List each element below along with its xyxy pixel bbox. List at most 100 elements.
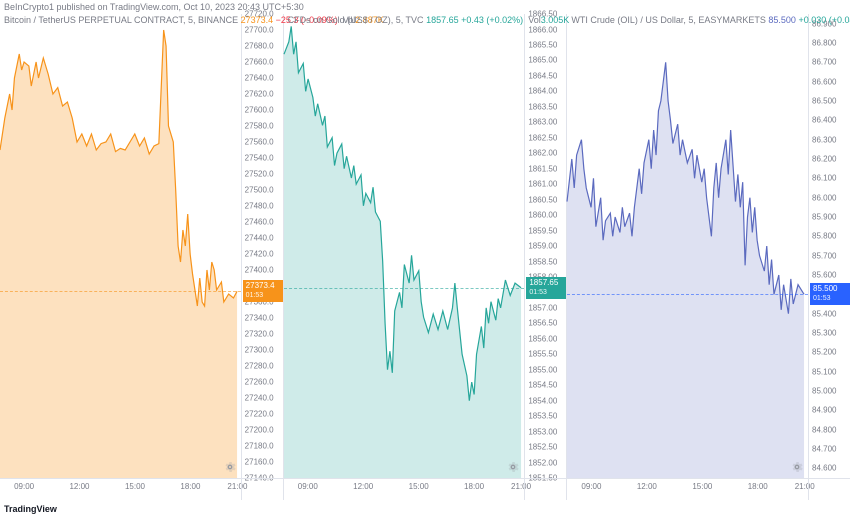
y-tick: 1855.00 — [528, 365, 557, 374]
chart-panel[interactable]: Bitcoin / TetherUS PERPETUAL CONTRACT, 5… — [0, 14, 284, 500]
y-tick: 1853.00 — [528, 427, 557, 436]
y-tick: 1852.00 — [528, 458, 557, 467]
x-tick: 15:00 — [409, 482, 429, 491]
y-tick: 84.800 — [812, 425, 836, 434]
y-tick: 27540.0 — [245, 154, 274, 163]
y-tick: 27400.0 — [245, 266, 274, 275]
y-tick: 1862.50 — [528, 133, 557, 142]
x-axis[interactable]: 09:0012:0015:0018:0021:00 — [284, 478, 525, 500]
y-tick: 85.400 — [812, 309, 836, 318]
y-axis[interactable]: 1851.501852.001852.501853.001853.501854.… — [524, 14, 566, 478]
chart-settings-button[interactable] — [790, 460, 804, 474]
y-tick: 27520.0 — [245, 170, 274, 179]
y-tick: 1863.50 — [528, 102, 557, 111]
x-tick: 09:00 — [581, 482, 601, 491]
y-tick: 27580.0 — [245, 122, 274, 131]
y-axis[interactable]: 84.600 84.700 84.800 84.900 85.000 85.100 85.2… — [808, 14, 850, 478]
y-tick: 1864.50 — [528, 71, 557, 80]
settings-icon[interactable] — [506, 460, 520, 474]
last-price-line — [567, 294, 808, 295]
x-tick: 18:00 — [464, 482, 484, 491]
y-tick: 1859.50 — [528, 226, 557, 235]
y-tick: 86.400 — [812, 116, 836, 125]
chart-area[interactable] — [0, 14, 241, 478]
y-tick: 27280.0 — [245, 362, 274, 371]
x-axis[interactable]: 09:0012:0015:0018:0021:00 — [0, 478, 241, 500]
y-tick: 86.000 — [812, 193, 836, 202]
y-tick: 85.100 — [812, 367, 836, 376]
y-tick: 1861.50 — [528, 164, 557, 173]
x-tick: 09:00 — [14, 482, 34, 491]
chart-settings-button[interactable] — [506, 460, 520, 474]
y-tick: 86.500 — [812, 97, 836, 106]
x-axis[interactable]: 09:0012:0015:0018:0021:00 — [567, 478, 808, 500]
y-tick: 86.100 — [812, 174, 836, 183]
y-tick: 27420.0 — [245, 250, 274, 259]
y-tick: 85.300 — [812, 329, 836, 338]
y-tick: 27200.0 — [245, 426, 274, 435]
y-tick: 27620.0 — [245, 90, 274, 99]
x-tick: 18:00 — [180, 482, 200, 491]
last-price-tag: 1857.6501:53 — [526, 277, 566, 299]
y-tick: 27640.0 — [245, 74, 274, 83]
y-tick: 27180.0 — [245, 442, 274, 451]
y-tick: 1854.50 — [528, 381, 557, 390]
y-tick: 27300.0 — [245, 346, 274, 355]
y-tick: 27240.0 — [245, 394, 274, 403]
x-tick: 15:00 — [692, 482, 712, 491]
settings-icon[interactable] — [790, 460, 804, 474]
y-tick: 1866.00 — [528, 25, 557, 34]
y-tick: 85.000 — [812, 387, 836, 396]
y-tick: 86.300 — [812, 135, 836, 144]
y-tick: 27440.0 — [245, 234, 274, 243]
y-tick: 27480.0 — [245, 202, 274, 211]
y-tick: 84.600 — [812, 464, 836, 473]
y-axis[interactable]: 27140.027160.027180.027200.027220.027240… — [241, 14, 283, 478]
chart-panel[interactable]: CFDs on Gold (US$ / OZ), 5, TVC 1857.65 … — [284, 14, 568, 500]
price-line — [284, 14, 525, 478]
last-price-tag: 27373.401:53 — [243, 280, 283, 302]
y-tick: 27340.0 — [245, 314, 274, 323]
y-tick: 86.200 — [812, 155, 836, 164]
y-tick: 27600.0 — [245, 106, 274, 115]
y-tick: 27460.0 — [245, 218, 274, 227]
last-price-line — [0, 291, 241, 292]
y-tick: 85.900 — [812, 213, 836, 222]
chart-panels: Bitcoin / TetherUS PERPETUAL CONTRACT, 5… — [0, 14, 850, 500]
y-tick: 1854.00 — [528, 396, 557, 405]
settings-icon[interactable] — [223, 460, 237, 474]
y-tick: 84.700 — [812, 445, 836, 454]
y-tick: 85.200 — [812, 348, 836, 357]
price-line — [567, 14, 808, 478]
x-tick: 12:00 — [353, 482, 373, 491]
axis-corner — [524, 478, 566, 500]
price-line — [0, 14, 241, 478]
chart-area[interactable] — [284, 14, 525, 478]
x-tick: 12:00 — [69, 482, 89, 491]
y-tick: 1865.50 — [528, 40, 557, 49]
axis-corner — [808, 478, 850, 500]
y-tick: 85.800 — [812, 232, 836, 241]
y-tick: 86.700 — [812, 58, 836, 67]
y-tick: 84.900 — [812, 406, 836, 415]
y-tick: 27220.0 — [245, 410, 274, 419]
y-tick: 27700.0 — [245, 26, 274, 35]
x-tick: 09:00 — [298, 482, 318, 491]
chart-panel[interactable]: WTI Crude (OIL) / US Dollar, 5, EASYMARK… — [567, 14, 850, 500]
y-tick: 86.600 — [812, 77, 836, 86]
y-tick: 1853.50 — [528, 412, 557, 421]
y-tick: 1856.00 — [528, 334, 557, 343]
x-tick: 18:00 — [748, 482, 768, 491]
chart-header: CFDs on Gold (US$ / OZ), 5, TVC 1857.65 … — [288, 14, 570, 26]
last-price-line — [284, 288, 525, 289]
chart-area[interactable] — [567, 14, 808, 478]
y-tick: 1860.00 — [528, 211, 557, 220]
y-tick: 1855.50 — [528, 350, 557, 359]
x-tick: 15:00 — [125, 482, 145, 491]
y-tick: 85.700 — [812, 251, 836, 260]
y-tick: 1857.00 — [528, 303, 557, 312]
tradingview-logo: TradingView — [4, 504, 57, 514]
chart-settings-button[interactable] — [223, 460, 237, 474]
y-tick: 27160.0 — [245, 458, 274, 467]
y-tick: 1865.00 — [528, 56, 557, 65]
